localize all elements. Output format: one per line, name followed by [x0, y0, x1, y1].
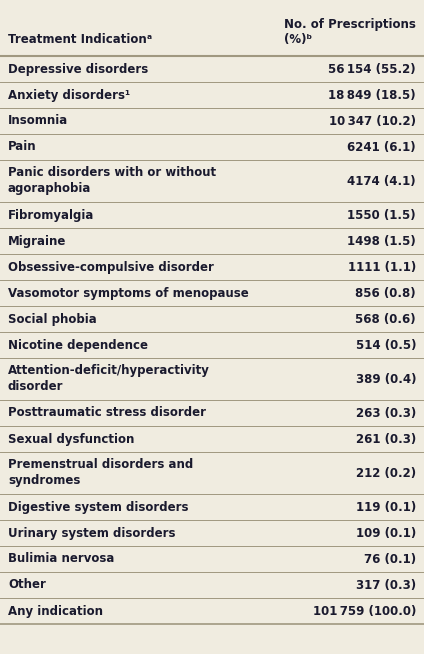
Text: 6241 (6.1): 6241 (6.1) — [347, 141, 416, 154]
Text: Any indication: Any indication — [8, 604, 103, 617]
Text: Posttraumatic stress disorder: Posttraumatic stress disorder — [8, 407, 206, 419]
Text: Pain: Pain — [8, 141, 36, 154]
Text: Anxiety disorders¹: Anxiety disorders¹ — [8, 88, 130, 101]
Text: Depressive disorders: Depressive disorders — [8, 63, 148, 75]
Text: 317 (0.3): 317 (0.3) — [356, 579, 416, 591]
Text: Other: Other — [8, 579, 46, 591]
Text: 18 849 (18.5): 18 849 (18.5) — [328, 88, 416, 101]
Text: Insomnia: Insomnia — [8, 114, 68, 128]
Text: Obsessive-compulsive disorder: Obsessive-compulsive disorder — [8, 260, 214, 273]
Text: 261 (0.3): 261 (0.3) — [356, 432, 416, 445]
Text: Nicotine dependence: Nicotine dependence — [8, 339, 148, 351]
Text: 76 (0.1): 76 (0.1) — [364, 553, 416, 566]
Text: Panic disorders with or without
agoraphobia: Panic disorders with or without agorapho… — [8, 166, 216, 195]
Text: 263 (0.3): 263 (0.3) — [356, 407, 416, 419]
Text: Urinary system disorders: Urinary system disorders — [8, 526, 176, 540]
Text: 1550 (1.5): 1550 (1.5) — [347, 209, 416, 222]
Text: Bulimia nervosa: Bulimia nervosa — [8, 553, 114, 566]
Text: 1111 (1.1): 1111 (1.1) — [348, 260, 416, 273]
Text: 212 (0.2): 212 (0.2) — [356, 466, 416, 479]
Text: 56 154 (55.2): 56 154 (55.2) — [328, 63, 416, 75]
Text: 568 (0.6): 568 (0.6) — [355, 313, 416, 326]
Text: No. of Prescriptions
(%)ᵇ: No. of Prescriptions (%)ᵇ — [284, 18, 416, 46]
Text: Social phobia: Social phobia — [8, 313, 97, 326]
Text: 514 (0.5): 514 (0.5) — [355, 339, 416, 351]
Text: 4174 (4.1): 4174 (4.1) — [347, 175, 416, 188]
Text: Vasomotor symptoms of menopause: Vasomotor symptoms of menopause — [8, 286, 249, 300]
Text: Sexual dysfunction: Sexual dysfunction — [8, 432, 134, 445]
Text: Attention-deficit/hyperactivity
disorder: Attention-deficit/hyperactivity disorder — [8, 364, 210, 393]
Text: 101 759 (100.0): 101 759 (100.0) — [312, 604, 416, 617]
Text: Premenstrual disorders and
syndromes: Premenstrual disorders and syndromes — [8, 458, 193, 487]
Text: 109 (0.1): 109 (0.1) — [356, 526, 416, 540]
Text: 119 (0.1): 119 (0.1) — [356, 500, 416, 513]
Text: Treatment Indicationᵃ: Treatment Indicationᵃ — [8, 33, 152, 46]
Text: Digestive system disorders: Digestive system disorders — [8, 500, 189, 513]
Text: 10 347 (10.2): 10 347 (10.2) — [329, 114, 416, 128]
Text: 856 (0.8): 856 (0.8) — [355, 286, 416, 300]
Text: Migraine: Migraine — [8, 235, 67, 247]
Text: 1498 (1.5): 1498 (1.5) — [347, 235, 416, 247]
Text: 389 (0.4): 389 (0.4) — [355, 373, 416, 385]
Text: Fibromyalgia: Fibromyalgia — [8, 209, 95, 222]
